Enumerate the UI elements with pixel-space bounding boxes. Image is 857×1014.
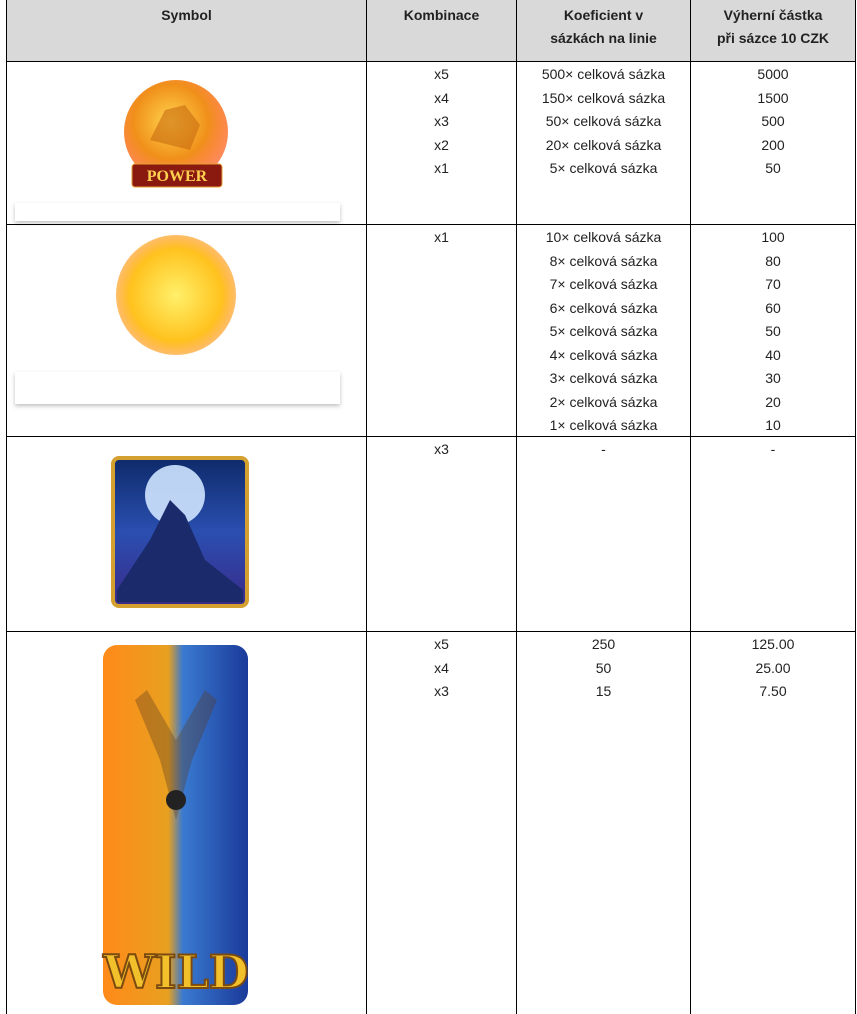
- header-text: Koeficient v: [563, 7, 644, 23]
- payout: 80: [765, 252, 781, 269]
- table-cell: 10× celková sázka 8× celková sázka 7× celk…: [516, 224, 691, 437]
- header-cell: Výherní částka při sázce 10 CZK: [690, 0, 856, 62]
- header-cell: Koeficient v sázkách na linie: [516, 0, 691, 62]
- table-cell: x5 x4 x3: [366, 631, 517, 1014]
- payout: 200: [761, 136, 785, 153]
- coefficient: 500× celková sázka: [541, 66, 666, 82]
- coefficient: 15: [595, 683, 612, 699]
- payout: 5000: [757, 66, 789, 82]
- table-cell: x1: [366, 224, 517, 437]
- payout: 70: [765, 276, 781, 292]
- combo: x3: [434, 441, 449, 457]
- coefficient: 20× celková sázka: [545, 136, 662, 153]
- combo: x4: [434, 659, 449, 676]
- combo: x1: [434, 160, 449, 176]
- table-cell: 5000 1500 500 200 50: [690, 61, 856, 225]
- combo: x1: [434, 229, 449, 245]
- header-text: Symbol: [161, 7, 212, 23]
- table-cell: x5 x4 x3 x2 x1: [366, 61, 517, 225]
- coefficient: 3× celková sázka: [549, 370, 658, 386]
- coefficient: 7× celková sázka: [549, 276, 658, 292]
- payout: 500: [761, 113, 785, 129]
- table-cell: [6, 436, 367, 632]
- table-cell: 100 80 70 60 50 40 30 20 10: [690, 224, 856, 437]
- table-cell: -: [690, 436, 856, 632]
- combo: x3: [434, 113, 449, 129]
- table-cell: 250 50 15: [516, 631, 691, 1014]
- coefficient: 1× celková sázka: [549, 417, 658, 433]
- coefficient: 5× celková sázka: [549, 323, 658, 339]
- payout: 30: [765, 370, 781, 386]
- table-cell: [6, 631, 367, 1014]
- payout: 20: [765, 393, 781, 410]
- coefficient: -: [601, 441, 606, 457]
- coefficient: 50: [595, 659, 612, 676]
- coefficient: 8× celková sázka: [549, 252, 658, 269]
- payout: 100: [761, 229, 785, 245]
- coefficient: 10× celková sázka: [545, 229, 662, 245]
- header-cell: Kombinace: [366, 0, 517, 62]
- table-cell: 500× celková sázka 150× celková sázka 50× …: [516, 61, 691, 225]
- coefficient: 50× celková sázka: [545, 113, 662, 129]
- coefficient: 150× celková sázka: [541, 89, 666, 106]
- table-cell: x3: [366, 436, 517, 632]
- coefficient: 5× celková sázka: [549, 160, 658, 176]
- payout: 50: [765, 323, 781, 339]
- coefficient: 4× celková sázka: [549, 346, 658, 363]
- header-text: Kombinace: [403, 7, 480, 23]
- table-cell: -: [516, 436, 691, 632]
- payout: 60: [765, 299, 781, 316]
- payout: 10: [765, 417, 781, 433]
- coefficient: 2× celková sázka: [549, 393, 658, 410]
- payout: 1500: [757, 89, 789, 106]
- combo: x5: [434, 636, 449, 652]
- payout: 7.50: [759, 683, 787, 699]
- header-text: Výherní částka: [723, 7, 823, 23]
- payout: 40: [765, 346, 781, 363]
- table-cell: [6, 224, 367, 437]
- payout: 125.00: [751, 636, 795, 652]
- combo: x5: [434, 66, 449, 82]
- table-cell: [6, 61, 367, 225]
- combo: x2: [434, 136, 449, 153]
- coefficient: 6× celková sázka: [549, 299, 658, 316]
- table-cell: 125.00 25.00 7.50: [690, 631, 856, 1014]
- header-cell: Symbol: [6, 0, 367, 62]
- payout: -: [770, 441, 776, 457]
- combo: x4: [434, 89, 449, 106]
- combo: x3: [434, 683, 449, 699]
- coefficient: 250: [591, 636, 616, 652]
- payout: 50: [765, 160, 781, 176]
- payout: 25.00: [755, 659, 791, 676]
- header-text: při sázce 10 CZK: [716, 30, 830, 46]
- header-text: sázkách na linie: [550, 30, 657, 46]
